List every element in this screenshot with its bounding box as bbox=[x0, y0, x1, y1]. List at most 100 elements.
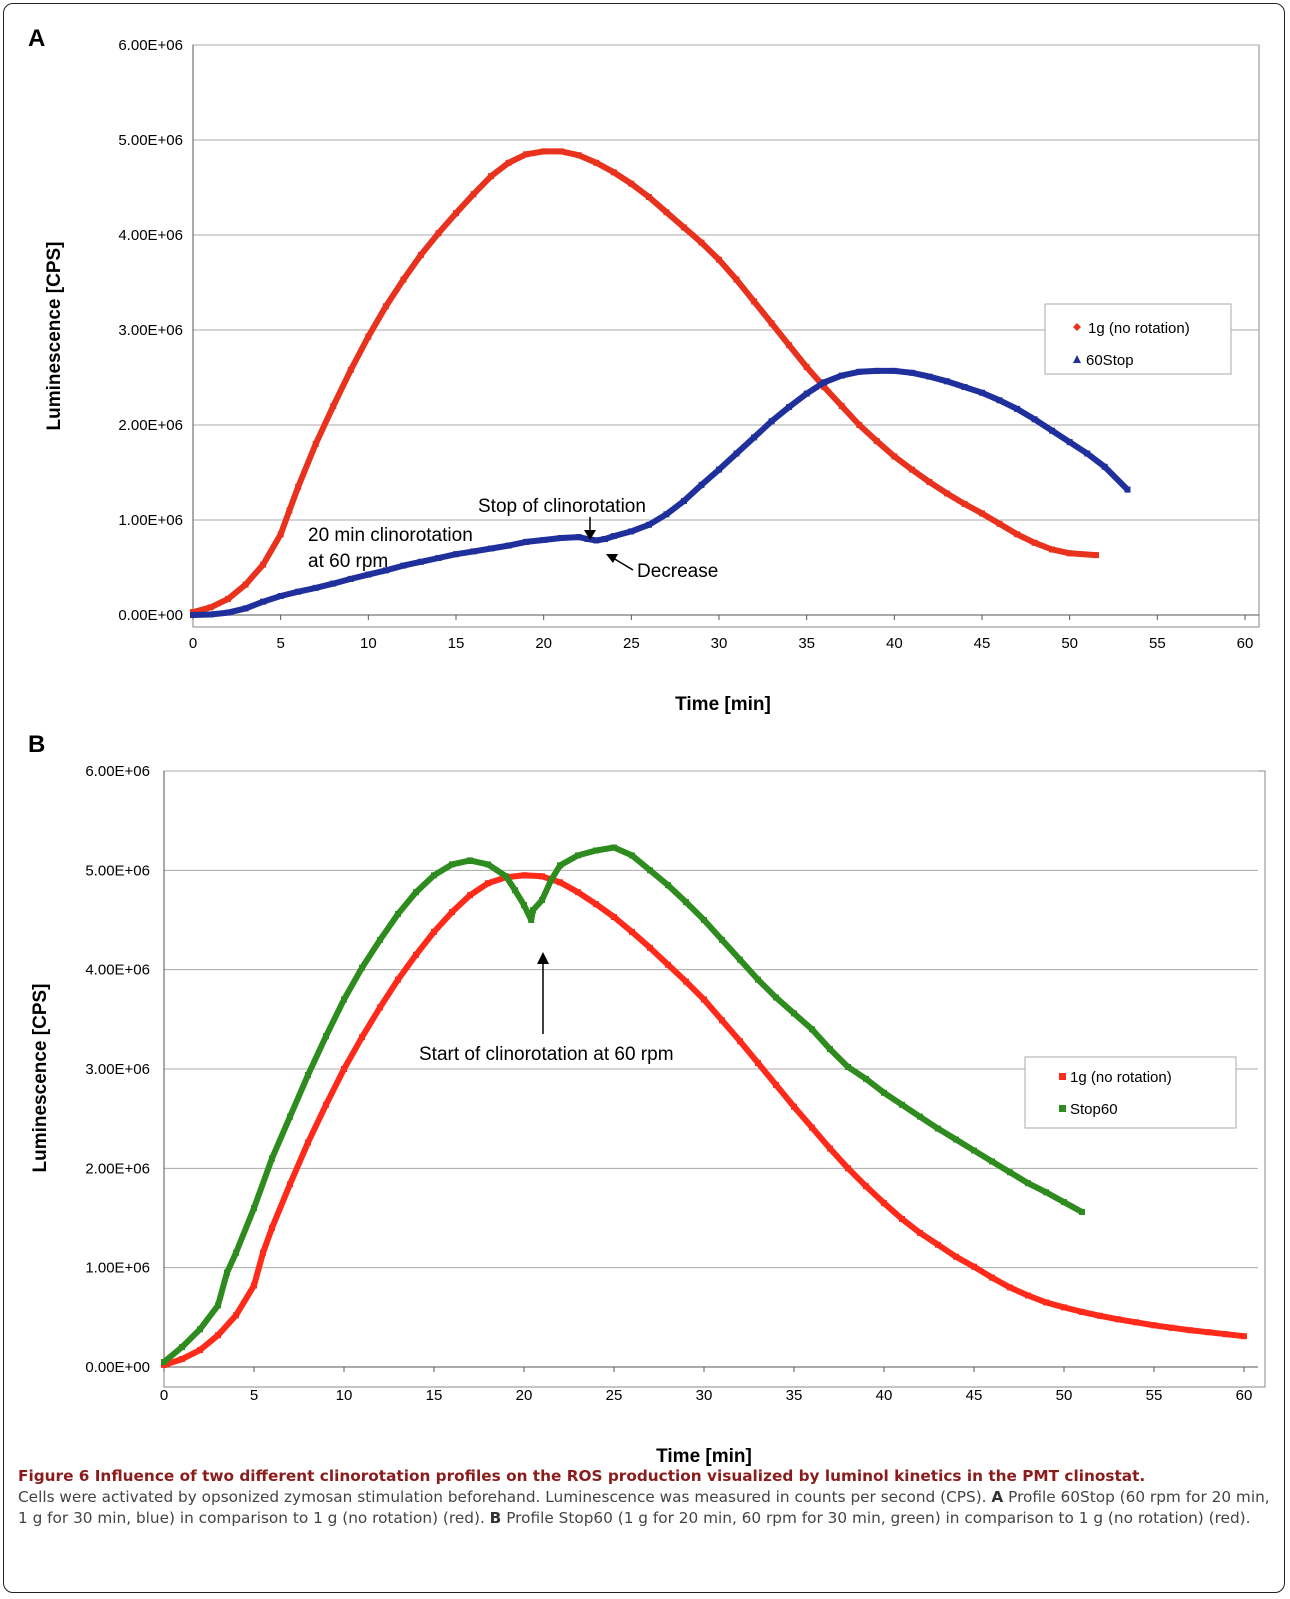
panel-b-data-point bbox=[701, 996, 707, 1003]
panel-b-data-point bbox=[1007, 1169, 1013, 1176]
panel-a-data-point bbox=[628, 528, 635, 535]
panel-b-x-tick-label: 10 bbox=[336, 1387, 353, 1404]
panel-a-x-tick-label: 15 bbox=[448, 635, 465, 652]
panel-a-data-point bbox=[628, 180, 635, 187]
panel-b-data-point bbox=[809, 1124, 815, 1131]
panel-b-data-point bbox=[251, 1205, 257, 1212]
panel-a-data-point bbox=[821, 384, 828, 390]
panel-b-data-point bbox=[539, 897, 545, 904]
panel-b-data-point bbox=[233, 1312, 239, 1319]
panel-a-data-point bbox=[505, 542, 512, 549]
panel-a-data-point bbox=[1084, 450, 1091, 457]
panel-a-data-point bbox=[435, 230, 442, 237]
panel-a-data-point bbox=[242, 581, 249, 588]
panel-a-data-point bbox=[768, 418, 775, 425]
panel-a-x-tick-label: 35 bbox=[798, 635, 815, 652]
panel-a-gridlines bbox=[192, 44, 1259, 620]
legend-a-1g-marker bbox=[1073, 323, 1081, 331]
panel-a-data-point bbox=[1049, 427, 1056, 434]
panel-a-data-point bbox=[470, 548, 477, 555]
panel-b-data-point bbox=[845, 1064, 851, 1070]
panel-b-data-point bbox=[431, 872, 437, 879]
panel-a-letter: A bbox=[28, 25, 45, 52]
panel-a-data-point bbox=[838, 372, 845, 379]
panel-a-data-point bbox=[961, 500, 968, 507]
panel-b-data-point bbox=[809, 1026, 815, 1033]
panel-a-x-tick-label: 5 bbox=[276, 635, 284, 652]
panel-b-data-point bbox=[413, 951, 419, 958]
panel-b-data-point bbox=[197, 1347, 203, 1354]
panel-b-data-point bbox=[863, 1075, 869, 1082]
panel-a-data-point bbox=[558, 148, 565, 155]
panel-a-data-point bbox=[733, 276, 740, 283]
panel-b-x-tick-label: 55 bbox=[1146, 1387, 1163, 1404]
panel-b-y-tick-labels: 0.00E+00 1.00E+06 2.00E+06 3.00E+06 4.00E+06… bbox=[85, 763, 150, 1376]
panel-b-data-point bbox=[917, 1229, 923, 1236]
panel-a-data-point bbox=[242, 605, 249, 612]
panel-a-data-point bbox=[365, 571, 372, 578]
panel-b-data-point bbox=[557, 879, 563, 886]
panel-b-data-point bbox=[431, 928, 437, 935]
panel-a-data-point bbox=[786, 342, 793, 349]
caption-b-label: B bbox=[489, 1509, 502, 1527]
panel-b-data-point bbox=[755, 976, 761, 983]
panel-b-data-point bbox=[935, 1125, 941, 1132]
panel-a-x-tick-label: 50 bbox=[1061, 635, 1078, 652]
panel-a-data-point bbox=[330, 580, 337, 587]
panel-a-data-point bbox=[610, 533, 617, 540]
panel-a-x-tick-label: 25 bbox=[623, 635, 640, 652]
panel-a-data-point bbox=[417, 558, 424, 565]
panel-b-x-tick-labels: 0 5 10 15 20 25 30 35 40 45 50 55 60 bbox=[160, 1387, 1253, 1404]
panel-b-data-point bbox=[575, 889, 581, 896]
panel-a-data-point bbox=[400, 562, 407, 569]
panel-a-data-point bbox=[330, 403, 337, 409]
panel-b-data-point bbox=[305, 1139, 311, 1146]
annotation-clinorotation-line2: at 60 rpm bbox=[308, 551, 388, 572]
panel-b-data-point bbox=[1043, 1189, 1049, 1196]
panel-b-x-tick-label: 15 bbox=[426, 1387, 443, 1404]
panel-a-data-point bbox=[1066, 439, 1073, 446]
caption-intro: Cells were activated by opsonized zymosa… bbox=[18, 1488, 992, 1506]
panel-a-data-point bbox=[979, 389, 985, 396]
panel-b-data-point bbox=[413, 889, 419, 896]
legend-b-1g-label: 1g (no rotation) bbox=[1070, 1069, 1172, 1086]
legend-a-1g-label: 1g (no rotation) bbox=[1088, 320, 1190, 337]
panel-b-data-point bbox=[1133, 1319, 1139, 1326]
panel-b-x-tick-label: 20 bbox=[516, 1387, 533, 1404]
panel-b-y-tick-label: 4.00E+06 bbox=[85, 962, 150, 979]
panel-b-data-point bbox=[611, 844, 617, 851]
panel-b-data-point bbox=[359, 964, 365, 971]
panel-a-data-point bbox=[1066, 550, 1073, 557]
panel-a-y-axis-title: Luminescence [CPS] bbox=[44, 242, 65, 431]
panel-a-data-point bbox=[996, 520, 1003, 527]
caption-b-text: Profile Stop60 (1 g for 20 min, 60 rpm f… bbox=[501, 1509, 1251, 1527]
panel-b-data-point bbox=[737, 1038, 743, 1045]
panel-b-data-point bbox=[161, 1359, 167, 1365]
panel-a-data-point bbox=[225, 609, 232, 616]
panel-a-data-point bbox=[908, 369, 915, 376]
panel-a-y-tick-label: 1.00E+06 bbox=[118, 512, 183, 529]
panel-b-legend: 1g (no rotation) Stop60 bbox=[1024, 1056, 1237, 1129]
panel-b-data-point bbox=[323, 1033, 329, 1040]
panel-b-data-point bbox=[1007, 1284, 1013, 1291]
panel-b-data-point bbox=[863, 1183, 869, 1190]
panel-b-data-point bbox=[1169, 1324, 1175, 1331]
panel-a-data-point bbox=[523, 151, 530, 158]
panel-a-data-point bbox=[1049, 546, 1056, 553]
panel-b-data-point bbox=[935, 1241, 941, 1248]
panel-a-data-point bbox=[891, 453, 898, 460]
panel-a-data-point bbox=[312, 441, 319, 447]
panel-b-data-point bbox=[899, 1101, 905, 1108]
panel-a-chart: A 0.00E+00 1.00E+06 2.00E+06 3.00E+06 4.00E+… bbox=[28, 25, 1260, 715]
panel-b-data-point bbox=[467, 892, 473, 899]
panel-b-data-point bbox=[1061, 1199, 1067, 1206]
panel-a-data-point bbox=[347, 366, 354, 373]
panel-a-data-point bbox=[716, 466, 722, 473]
panel-a-data-point bbox=[891, 367, 898, 374]
panel-a-data-point bbox=[821, 379, 828, 386]
panel-b-data-point bbox=[845, 1165, 851, 1172]
panel-b-data-point bbox=[683, 899, 689, 906]
panel-b-data-point bbox=[224, 1269, 230, 1276]
panel-b-x-tick-label: 30 bbox=[696, 1387, 713, 1404]
panel-b-data-point bbox=[953, 1253, 959, 1260]
